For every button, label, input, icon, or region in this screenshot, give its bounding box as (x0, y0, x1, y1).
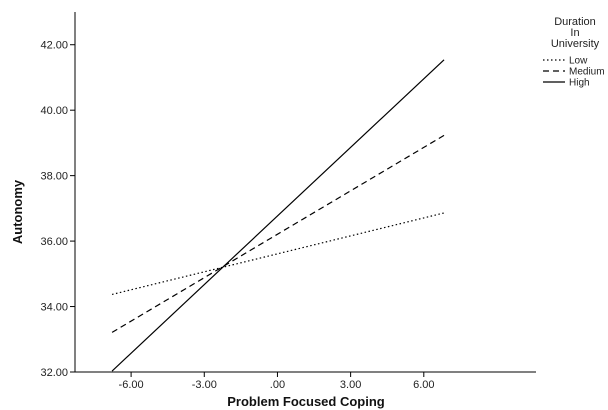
series-line-high (111, 59, 445, 372)
legend-label-medium: Medium (569, 67, 605, 78)
series-line-medium (111, 134, 445, 333)
y-tick-label: 34.00 (40, 302, 68, 314)
series-line-low (111, 212, 445, 296)
y-tick-label: 40.00 (40, 105, 68, 117)
y-tick-label: 42.00 (40, 40, 68, 52)
axes (74, 12, 536, 373)
legend-title-line-3: University (551, 38, 600, 50)
y-tick-label: 32.00 (40, 367, 68, 379)
y-ticks: 32.00 34.00 36.00 38.00 40.00 42.00 (40, 40, 75, 379)
legend-title-line-2: In (570, 27, 579, 39)
legend-label-low: Low (569, 56, 588, 67)
series-lines (111, 59, 445, 372)
x-tick-label: 3.00 (340, 379, 361, 391)
x-axis-title: Problem Focused Coping (227, 394, 385, 409)
x-tick-label: 6.00 (413, 379, 434, 391)
x-tick-label: .00 (270, 379, 285, 391)
legend-label-high: High (569, 78, 590, 89)
x-ticks: -6.00 -3.00 .00 3.00 6.00 (119, 372, 435, 391)
x-tick-label: -3.00 (192, 379, 217, 391)
y-axis-title: Autonomy (10, 179, 25, 244)
y-tick-label: 38.00 (40, 171, 68, 183)
y-tick-label: 36.00 (40, 236, 68, 248)
x-tick-label: -6.00 (119, 379, 144, 391)
legend-title-line-1: Duration (554, 16, 596, 28)
